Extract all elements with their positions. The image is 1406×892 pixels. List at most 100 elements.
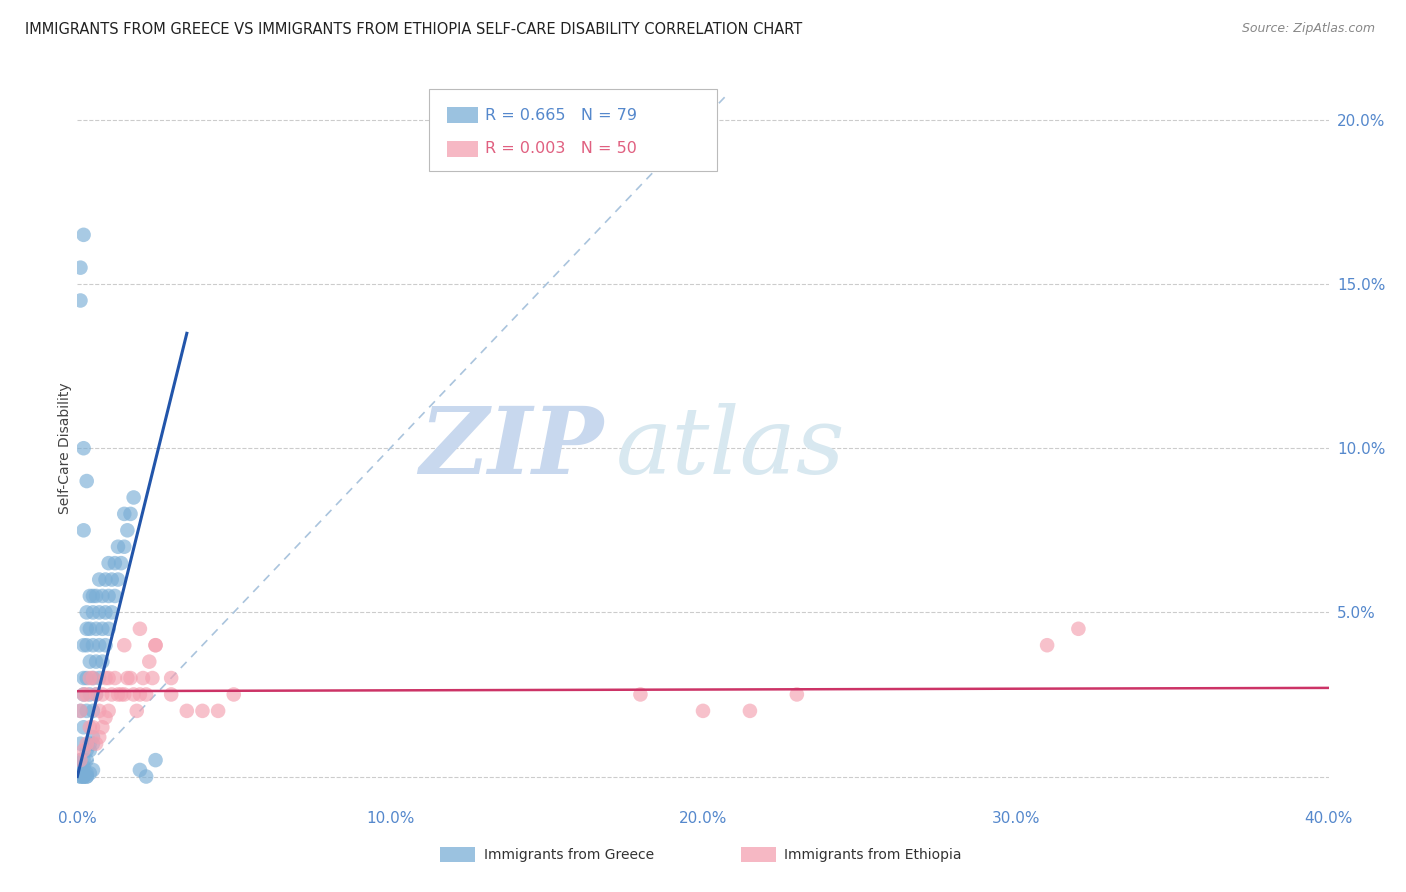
- Point: [112, 638, 135, 652]
- Point: [222, 688, 245, 702]
- Point: [76, 770, 98, 784]
- Point: [82, 720, 104, 734]
- Point: [97, 671, 120, 685]
- Point: [145, 638, 167, 652]
- Point: [72, 770, 94, 784]
- Point: [692, 704, 714, 718]
- Point: [82, 606, 104, 620]
- Point: [104, 556, 127, 570]
- Point: [135, 688, 157, 702]
- Point: [82, 704, 104, 718]
- Point: [107, 573, 129, 587]
- Point: [125, 704, 148, 718]
- Point: [145, 638, 167, 652]
- Point: [82, 730, 104, 744]
- Point: [76, 737, 98, 751]
- Point: [69, 753, 91, 767]
- Point: [79, 743, 101, 757]
- Point: [82, 638, 104, 652]
- Point: [89, 671, 111, 685]
- Y-axis label: Self-Care Disability: Self-Care Disability: [58, 383, 72, 514]
- Point: [122, 491, 145, 505]
- Point: [84, 688, 107, 702]
- Point: [89, 704, 111, 718]
- Text: Source: ZipAtlas.com: Source: ZipAtlas.com: [1241, 22, 1375, 36]
- Point: [69, 704, 91, 718]
- Point: [120, 671, 142, 685]
- Point: [120, 507, 142, 521]
- Point: [69, 763, 91, 777]
- Point: [72, 753, 94, 767]
- Point: [72, 441, 94, 455]
- Point: [72, 638, 94, 652]
- Point: [89, 730, 111, 744]
- Point: [76, 688, 98, 702]
- Point: [122, 688, 145, 702]
- Point: [145, 753, 167, 767]
- Point: [76, 474, 98, 488]
- Point: [76, 622, 98, 636]
- Point: [76, 638, 98, 652]
- Point: [141, 671, 163, 685]
- Point: [94, 710, 117, 724]
- Point: [738, 704, 761, 718]
- Point: [89, 638, 111, 652]
- Text: Immigrants from Greece: Immigrants from Greece: [484, 847, 654, 862]
- Point: [84, 589, 107, 603]
- Point: [91, 622, 114, 636]
- Point: [72, 720, 94, 734]
- Point: [117, 524, 139, 538]
- Point: [97, 704, 120, 718]
- Point: [76, 753, 98, 767]
- Text: IMMIGRANTS FROM GREECE VS IMMIGRANTS FROM ETHIOPIA SELF-CARE DISABILITY CORRELAT: IMMIGRANTS FROM GREECE VS IMMIGRANTS FRO…: [25, 22, 803, 37]
- Text: ZIP: ZIP: [419, 403, 603, 493]
- Point: [132, 671, 155, 685]
- Point: [89, 573, 111, 587]
- Point: [69, 704, 91, 718]
- Point: [104, 589, 127, 603]
- Point: [69, 260, 91, 275]
- Point: [94, 671, 117, 685]
- Point: [129, 763, 152, 777]
- Point: [138, 655, 160, 669]
- Point: [94, 606, 117, 620]
- Point: [72, 671, 94, 685]
- Point: [79, 737, 101, 751]
- Point: [82, 671, 104, 685]
- Point: [112, 688, 135, 702]
- Point: [129, 688, 152, 702]
- Point: [79, 671, 101, 685]
- Point: [79, 766, 101, 780]
- Point: [69, 770, 91, 784]
- Point: [72, 770, 94, 784]
- Point: [107, 688, 129, 702]
- Point: [112, 540, 135, 554]
- Point: [1036, 638, 1059, 652]
- Point: [79, 655, 101, 669]
- Point: [72, 227, 94, 242]
- Point: [1067, 622, 1090, 636]
- Point: [84, 655, 107, 669]
- Point: [191, 704, 214, 718]
- Point: [117, 671, 139, 685]
- Point: [94, 638, 117, 652]
- Text: R = 0.003   N = 50: R = 0.003 N = 50: [485, 142, 637, 156]
- Bar: [741, 847, 776, 863]
- Point: [79, 622, 101, 636]
- Point: [72, 688, 94, 702]
- Point: [94, 573, 117, 587]
- Point: [97, 556, 120, 570]
- Point: [630, 688, 652, 702]
- Point: [107, 540, 129, 554]
- Text: R = 0.665   N = 79: R = 0.665 N = 79: [485, 108, 637, 122]
- Bar: [440, 847, 475, 863]
- Point: [76, 743, 98, 757]
- Point: [89, 606, 111, 620]
- Point: [79, 720, 101, 734]
- Point: [786, 688, 808, 702]
- Point: [84, 688, 107, 702]
- Point: [69, 760, 91, 774]
- Point: [84, 622, 107, 636]
- Point: [207, 704, 229, 718]
- Point: [91, 589, 114, 603]
